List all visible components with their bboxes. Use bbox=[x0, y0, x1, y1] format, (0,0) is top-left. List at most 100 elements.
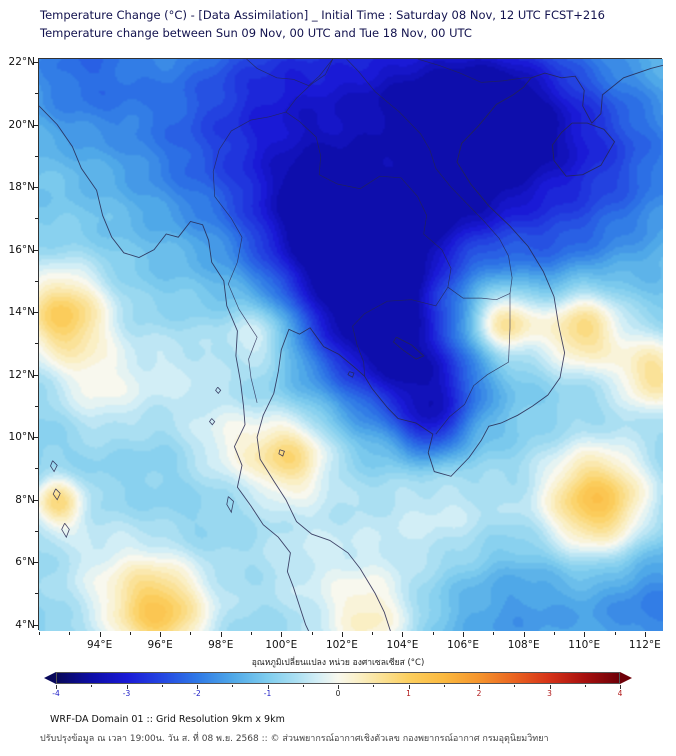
coastline-path bbox=[551, 122, 616, 177]
x-major-tick bbox=[220, 632, 222, 637]
country-border-path bbox=[346, 59, 513, 294]
colorbar-minor-tick bbox=[584, 685, 586, 687]
x-tick-label: 104°E bbox=[386, 639, 419, 651]
country-border-path bbox=[285, 59, 334, 113]
country-border-path bbox=[417, 59, 532, 83]
x-major-tick bbox=[402, 632, 404, 637]
colorbar-right-arrow-icon bbox=[620, 671, 632, 684]
x-minor-tick bbox=[311, 632, 313, 635]
colorbar-tick-label: 2 bbox=[476, 689, 482, 698]
island-path bbox=[278, 449, 285, 457]
country-border-path bbox=[212, 111, 286, 403]
x-tick-label: 108°E bbox=[507, 639, 540, 651]
x-minor-tick bbox=[39, 632, 40, 635]
colorbar-major-tick bbox=[549, 685, 551, 689]
island-path bbox=[50, 460, 58, 473]
x-minor-tick bbox=[341, 632, 343, 635]
colorbar-minor-tick bbox=[373, 685, 375, 687]
y-tick-label: 18°N bbox=[8, 181, 35, 194]
island-path bbox=[226, 496, 234, 514]
colorbar-major-tick bbox=[56, 685, 57, 689]
x-minor-tick bbox=[190, 632, 192, 635]
y-tick-label: 14°N bbox=[8, 306, 35, 319]
y-tick-label: 6°N bbox=[15, 556, 35, 569]
colorbar-major-tick bbox=[197, 685, 198, 689]
colorbar-major-tick bbox=[479, 685, 480, 689]
temperature-field-canvas bbox=[39, 59, 663, 631]
x-major-tick bbox=[160, 632, 162, 637]
x-tick-label: 96°E bbox=[147, 639, 173, 651]
x-minor-tick bbox=[281, 632, 283, 635]
country-border-path bbox=[352, 287, 449, 377]
colorbar-label: อุณหภูมิเปลี่ยนแปลง หน่วย องศาเซลเซียส (… bbox=[251, 658, 425, 668]
x-minor-tick bbox=[553, 632, 555, 635]
x-tick-label: 106°E bbox=[447, 639, 480, 651]
colorbar-tick-label: 1 bbox=[406, 689, 411, 698]
x-minor-tick bbox=[463, 632, 465, 635]
x-minor-tick bbox=[432, 632, 434, 635]
colorbar-minor-tick bbox=[302, 685, 304, 687]
colorbar bbox=[44, 671, 632, 684]
island-path bbox=[347, 371, 355, 378]
colorbar-major-tick bbox=[338, 685, 339, 689]
colorbar-minor-tick bbox=[91, 685, 93, 687]
x-minor-tick bbox=[220, 632, 222, 635]
x-minor-tick bbox=[160, 632, 162, 635]
x-major-tick bbox=[523, 632, 525, 637]
colorbar-minor-tick bbox=[232, 685, 234, 687]
x-tick-label: 94°E bbox=[86, 639, 113, 651]
colorbar-left-arrow-icon bbox=[44, 671, 56, 684]
coastline-path bbox=[531, 64, 663, 124]
x-minor-tick bbox=[402, 632, 404, 635]
colorbar-major-tick bbox=[126, 685, 128, 689]
colorbar-minor-tick bbox=[443, 685, 445, 687]
geo-borders-overlay bbox=[39, 59, 663, 631]
x-minor-tick bbox=[644, 632, 646, 635]
colorbar-minor-tick bbox=[161, 685, 163, 687]
colorbar-tick-label: 0 bbox=[335, 689, 341, 698]
island-path bbox=[215, 386, 222, 395]
x-tick-label: 98°E bbox=[208, 639, 234, 651]
x-minor-tick bbox=[129, 632, 131, 635]
colorbar-major-tick bbox=[408, 685, 410, 689]
x-tick-label: 110°E bbox=[568, 639, 601, 651]
colorbar-minor-tick bbox=[514, 685, 516, 687]
x-major-tick bbox=[584, 632, 586, 637]
y-tick-label: 12°N bbox=[8, 368, 35, 381]
country-border-path bbox=[447, 286, 511, 301]
map-frame bbox=[38, 58, 663, 631]
island-path bbox=[208, 418, 216, 426]
x-major-tick bbox=[341, 632, 343, 637]
colorbar-major-tick bbox=[267, 685, 269, 689]
x-minor-tick bbox=[69, 632, 71, 635]
colorbar-gradient bbox=[56, 671, 620, 684]
x-minor-tick bbox=[251, 632, 253, 635]
lake-path bbox=[392, 336, 425, 360]
footer-update-info: ปรับปรุงข้อมูล ณ เวลา 19:00น. วัน ส. ที่… bbox=[40, 734, 549, 744]
colorbar-major-tick bbox=[620, 685, 621, 689]
x-tick-label: 112°E bbox=[628, 639, 661, 651]
y-tick-label: 20°N bbox=[8, 118, 35, 131]
colorbar-tick-label: -3 bbox=[122, 689, 131, 698]
colorbar-tick-label: -2 bbox=[193, 689, 201, 698]
x-minor-tick bbox=[99, 632, 101, 635]
x-tick-label: 102°E bbox=[325, 639, 358, 651]
x-major-tick bbox=[463, 632, 465, 637]
island-path bbox=[52, 488, 61, 501]
y-tick-label: 4°N bbox=[15, 618, 35, 631]
coastline-path bbox=[256, 77, 566, 631]
x-major-tick bbox=[99, 632, 101, 637]
island-path bbox=[61, 522, 70, 539]
y-tick-label: 22°N bbox=[8, 56, 35, 69]
country-border-path bbox=[435, 293, 511, 435]
y-tick-label: 8°N bbox=[15, 493, 35, 506]
x-minor-tick bbox=[372, 632, 374, 635]
x-tick-label: 100°E bbox=[265, 639, 298, 651]
x-minor-tick bbox=[584, 632, 586, 635]
map-title: Temperature Change (°C) - [Data Assimila… bbox=[40, 8, 605, 22]
coastline-path bbox=[39, 105, 310, 631]
colorbar-tick-label: 3 bbox=[547, 689, 552, 698]
x-major-tick bbox=[281, 632, 283, 637]
country-border-path bbox=[246, 59, 334, 87]
